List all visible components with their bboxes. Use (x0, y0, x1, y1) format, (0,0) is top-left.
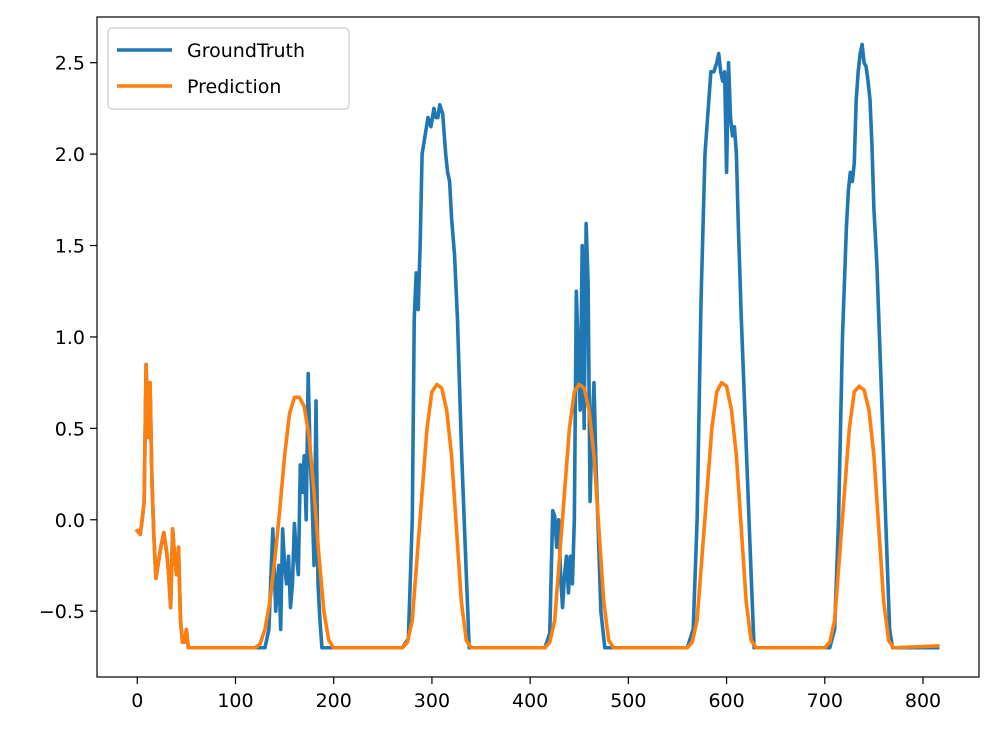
y-axis: −0.5 0.0 0.5 1.0 1.5 2.0 2.5 (39, 53, 97, 623)
y-tick-label: −0.5 (39, 601, 85, 623)
legend-label-prediction: Prediction (187, 76, 281, 98)
legend: GroundTruth Prediction (107, 27, 350, 110)
x-tick-label: 800 (905, 690, 941, 712)
x-tick-label: 400 (512, 690, 548, 712)
plot-area (134, 42, 940, 650)
series-layer (134, 42, 940, 650)
x-tick-label: 200 (316, 690, 352, 712)
y-tick-label: 2.5 (55, 53, 85, 75)
legend-label-groundtruth: GroundTruth (187, 40, 305, 62)
x-tick-label: 600 (708, 690, 744, 712)
x-tick-label: 300 (414, 690, 450, 712)
y-tick-label: 1.5 (55, 236, 85, 258)
y-tick-label: 0.5 (55, 418, 85, 440)
y-tick-label: 0.0 (55, 510, 85, 532)
plot-frame (96, 16, 980, 678)
x-tick-label: 500 (610, 690, 646, 712)
x-tick-label: 100 (217, 690, 253, 712)
x-axis: 0 100 200 300 400 500 600 700 800 (131, 677, 941, 712)
x-tick-label: 700 (807, 690, 843, 712)
y-tick-label: 2.0 (55, 144, 85, 166)
series-line-prediction (134, 362, 940, 650)
y-tick-label: 1.0 (55, 327, 85, 349)
x-tick-label: 0 (131, 690, 143, 712)
